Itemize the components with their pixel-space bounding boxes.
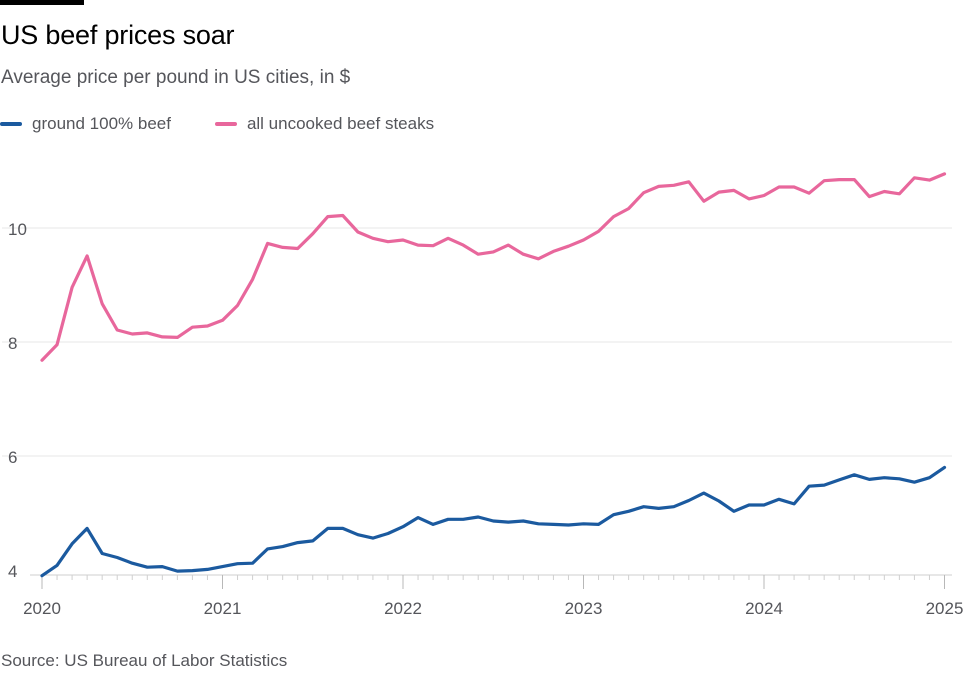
series-line-ground-beef — [40, 465, 947, 578]
line-chart: 4 6 8 10 2020 2021 2022 2023 2024 2025 — [2, 172, 963, 618]
y-tick-label-8: 8 — [8, 334, 17, 353]
x-tick-label-2022: 2022 — [384, 599, 422, 618]
legend-swatch-steaks — [214, 122, 237, 126]
series-layer — [40, 172, 947, 578]
legend-item-steaks: all uncooked beef steaks — [214, 114, 435, 134]
series-line-beef-steaks — [40, 172, 947, 362]
x-tick-label-2025: 2025 — [926, 599, 964, 618]
x-axis — [30, 574, 952, 589]
legend: ground 100% beef all uncooked beef steak… — [0, 111, 478, 137]
chart-subtitle: Average price per pound in US cities, in… — [1, 67, 351, 88]
x-tick-label-2020: 2020 — [23, 599, 61, 618]
legend-label-steaks: all uncooked beef steaks — [246, 114, 435, 133]
x-tick-label-2024: 2024 — [745, 599, 783, 618]
x-tick-label-2023: 2023 — [565, 599, 603, 618]
legend-swatch-ground — [0, 122, 22, 126]
legend-item-ground: ground 100% beef — [0, 114, 171, 134]
source-note: Source: US Bureau of Labor Statistics — [1, 651, 288, 670]
x-tick-label-2021: 2021 — [204, 599, 242, 618]
y-tick-label-4: 4 — [8, 562, 17, 581]
y-tick-label-10: 10 — [8, 220, 27, 239]
top-rule — [0, 0, 84, 5]
x-axis-labels: 2020 2021 2022 2023 2024 2025 — [23, 599, 963, 618]
chart-title: US beef prices soar — [1, 20, 235, 50]
grid-layer — [2, 227, 952, 457]
y-axis-labels: 4 6 8 10 — [8, 220, 27, 581]
legend-label-ground: ground 100% beef — [32, 114, 171, 133]
y-tick-label-6: 6 — [8, 448, 17, 467]
